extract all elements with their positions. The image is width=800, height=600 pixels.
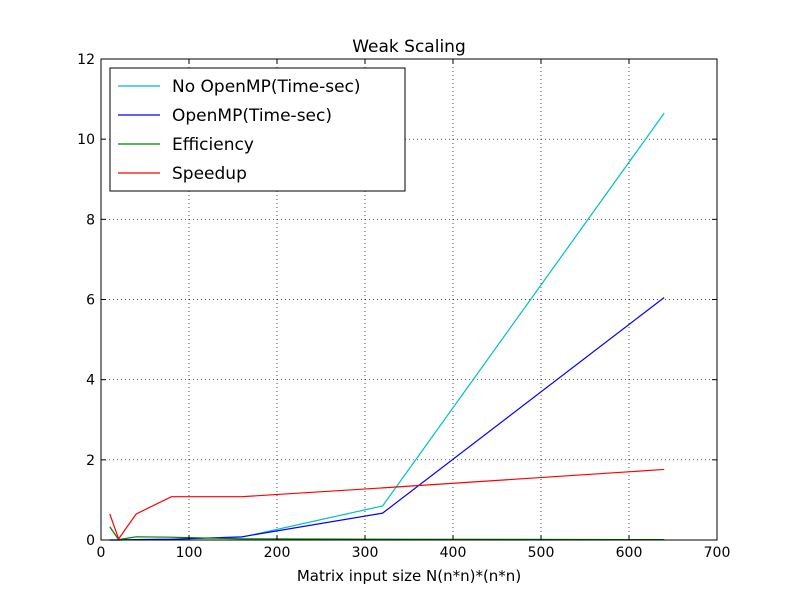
y-tick-label: 12	[77, 52, 95, 68]
legend-label: Speedup	[172, 164, 247, 184]
x-tick-label: 700	[704, 545, 731, 561]
y-tick-label: 2	[86, 453, 95, 469]
x-axis-label: Matrix input size N(n*n)*(n*n)	[297, 567, 521, 585]
legend-label: OpenMP(Time-sec)	[172, 106, 332, 126]
x-tick-label: 0	[97, 545, 106, 561]
y-tick-label: 10	[77, 132, 95, 148]
y-tick-label: 0	[86, 533, 95, 549]
x-tick-label: 600	[616, 545, 643, 561]
y-tick-label: 4	[86, 373, 95, 389]
y-tick-label: 8	[86, 212, 95, 228]
x-tick-label: 200	[264, 545, 291, 561]
axis-ticks: 0 100 200 300 400 500 600 700 0 2 4 6 8 10 12	[77, 52, 730, 561]
x-tick-label: 400	[440, 545, 467, 561]
y-tick-label: 6	[86, 293, 95, 309]
legend: No OpenMP(Time-sec) OpenMP(Time-sec) Effic…	[109, 67, 406, 192]
legend-label: No OpenMP(Time-sec)	[172, 77, 361, 97]
legend-box	[109, 67, 406, 192]
legend-label: Efficiency	[172, 135, 254, 155]
x-tick-label: 500	[528, 545, 555, 561]
series-line-speedup	[109, 468, 665, 541]
x-tick-label: 100	[176, 545, 203, 561]
x-tick-label: 300	[352, 545, 379, 561]
chart-title: Weak Scaling	[352, 37, 466, 57]
